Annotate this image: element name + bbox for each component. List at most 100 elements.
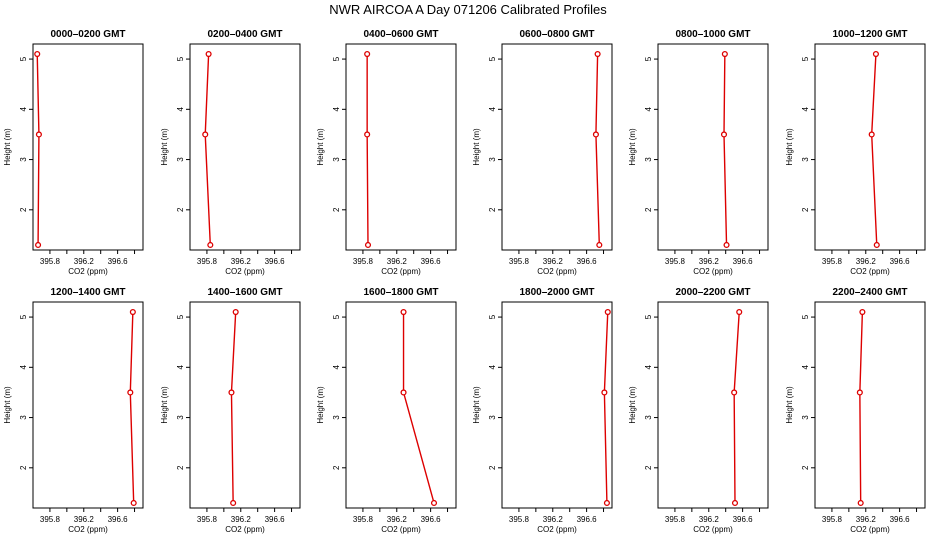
x-tick-label: 396.6: [108, 515, 129, 524]
profile-line: [603, 312, 609, 503]
x-axis-label: CO2 (ppm): [68, 267, 108, 276]
y-tick-label: 4: [801, 365, 810, 370]
panel-title: 1400–1600 GMT: [207, 287, 282, 298]
profile-point: [129, 308, 136, 316]
y-tick-label: 4: [176, 107, 185, 112]
profile-point: [604, 308, 611, 316]
y-axis-label: Height (m): [472, 386, 481, 424]
x-tick-label: 396.2: [74, 257, 95, 266]
x-axis-label: CO2 (ppm): [381, 525, 421, 534]
profile-line: [859, 312, 864, 503]
profile-point: [202, 131, 209, 138]
y-tick-label: 5: [332, 314, 341, 319]
y-tick-label: 5: [644, 56, 653, 61]
profile-point: [228, 389, 235, 396]
y-tick-label: 4: [19, 107, 28, 112]
panel-title: 0600–0800 GMT: [519, 29, 594, 40]
y-tick-label: 2: [801, 465, 810, 470]
profile-point: [601, 389, 608, 396]
profile-line: [36, 54, 40, 245]
y-tick-label: 4: [332, 365, 341, 370]
plot-frame: [814, 301, 926, 509]
y-tick-label: 3: [801, 415, 810, 420]
x-axis-label: CO2 (ppm): [381, 267, 421, 276]
x-tick-label: 396.6: [577, 515, 598, 524]
plot-frame: [345, 43, 457, 251]
y-tick-label: 2: [644, 465, 653, 470]
profile-point: [205, 50, 212, 58]
profile-point: [430, 499, 438, 507]
x-tick-label: 396.2: [699, 515, 720, 524]
y-tick-label: 2: [644, 207, 653, 212]
y-tick-label: 3: [176, 157, 185, 162]
x-tick-label: 396.6: [733, 515, 754, 524]
panel-title: 0000–0200 GMT: [50, 29, 125, 40]
y-tick-label: 2: [488, 207, 497, 212]
profile-line: [366, 54, 369, 245]
profile-point: [873, 241, 880, 249]
panel-title: 1800–2000 GMT: [519, 287, 594, 298]
y-tick-label: 3: [332, 415, 341, 420]
y-axis-label: Height (m): [160, 386, 169, 424]
profile-point: [364, 241, 372, 249]
y-tick-label: 2: [488, 465, 497, 470]
y-tick-label: 3: [644, 157, 653, 162]
panel-title: 2200–2400 GMT: [832, 287, 907, 298]
y-axis-label: Height (m): [316, 128, 325, 166]
x-tick-label: 395.8: [509, 515, 530, 524]
profile-line: [204, 54, 212, 246]
x-tick-label: 395.8: [822, 515, 843, 524]
plot-frame: [32, 43, 144, 251]
x-tick-label: 395.8: [509, 257, 530, 266]
profile-point: [364, 50, 371, 58]
y-axis-label: Height (m): [472, 128, 481, 166]
y-tick-label: 2: [332, 207, 341, 212]
x-tick-label: 396.2: [387, 257, 408, 266]
x-tick-label: 396.6: [733, 257, 754, 266]
y-tick-label: 4: [332, 107, 341, 112]
y-tick-label: 3: [176, 415, 185, 420]
panel-title: 1000–1200 GMT: [832, 29, 907, 40]
y-tick-label: 4: [19, 365, 28, 370]
x-tick-label: 396.6: [890, 515, 911, 524]
x-axis-label: CO2 (ppm): [68, 525, 108, 534]
x-tick-label: 395.8: [822, 257, 843, 266]
x-tick-label: 395.8: [40, 257, 61, 266]
x-tick-label: 396.2: [387, 515, 408, 524]
profile-point: [130, 499, 137, 507]
x-axis-label: CO2 (ppm): [537, 267, 577, 276]
y-tick-label: 4: [488, 365, 497, 370]
plot-frame: [189, 43, 301, 251]
plot-frame: [657, 43, 769, 251]
y-tick-label: 5: [488, 56, 497, 61]
y-tick-label: 2: [19, 207, 28, 212]
x-tick-label: 396.6: [577, 257, 598, 266]
x-tick-label: 395.8: [665, 515, 686, 524]
y-tick-label: 5: [801, 314, 810, 319]
y-tick-label: 3: [488, 415, 497, 420]
profile-point: [721, 50, 728, 58]
y-axis-label: Height (m): [785, 128, 794, 166]
profile-point: [127, 389, 134, 396]
y-tick-label: 2: [332, 465, 341, 470]
plot-frame: [501, 301, 613, 509]
profile-point: [230, 499, 237, 507]
x-axis-label: CO2 (ppm): [537, 525, 577, 534]
profile-point: [400, 308, 407, 316]
panel-title: 1200–1400 GMT: [50, 287, 125, 298]
profile-point: [872, 50, 879, 58]
plot-frame: [501, 43, 613, 251]
y-tick-label: 2: [176, 465, 185, 470]
plot-frame: [32, 301, 144, 509]
y-tick-label: 4: [176, 365, 185, 370]
x-axis-label: CO2 (ppm): [850, 525, 890, 534]
profile-point: [400, 389, 407, 396]
y-tick-label: 3: [801, 157, 810, 162]
profile-point: [731, 389, 738, 396]
